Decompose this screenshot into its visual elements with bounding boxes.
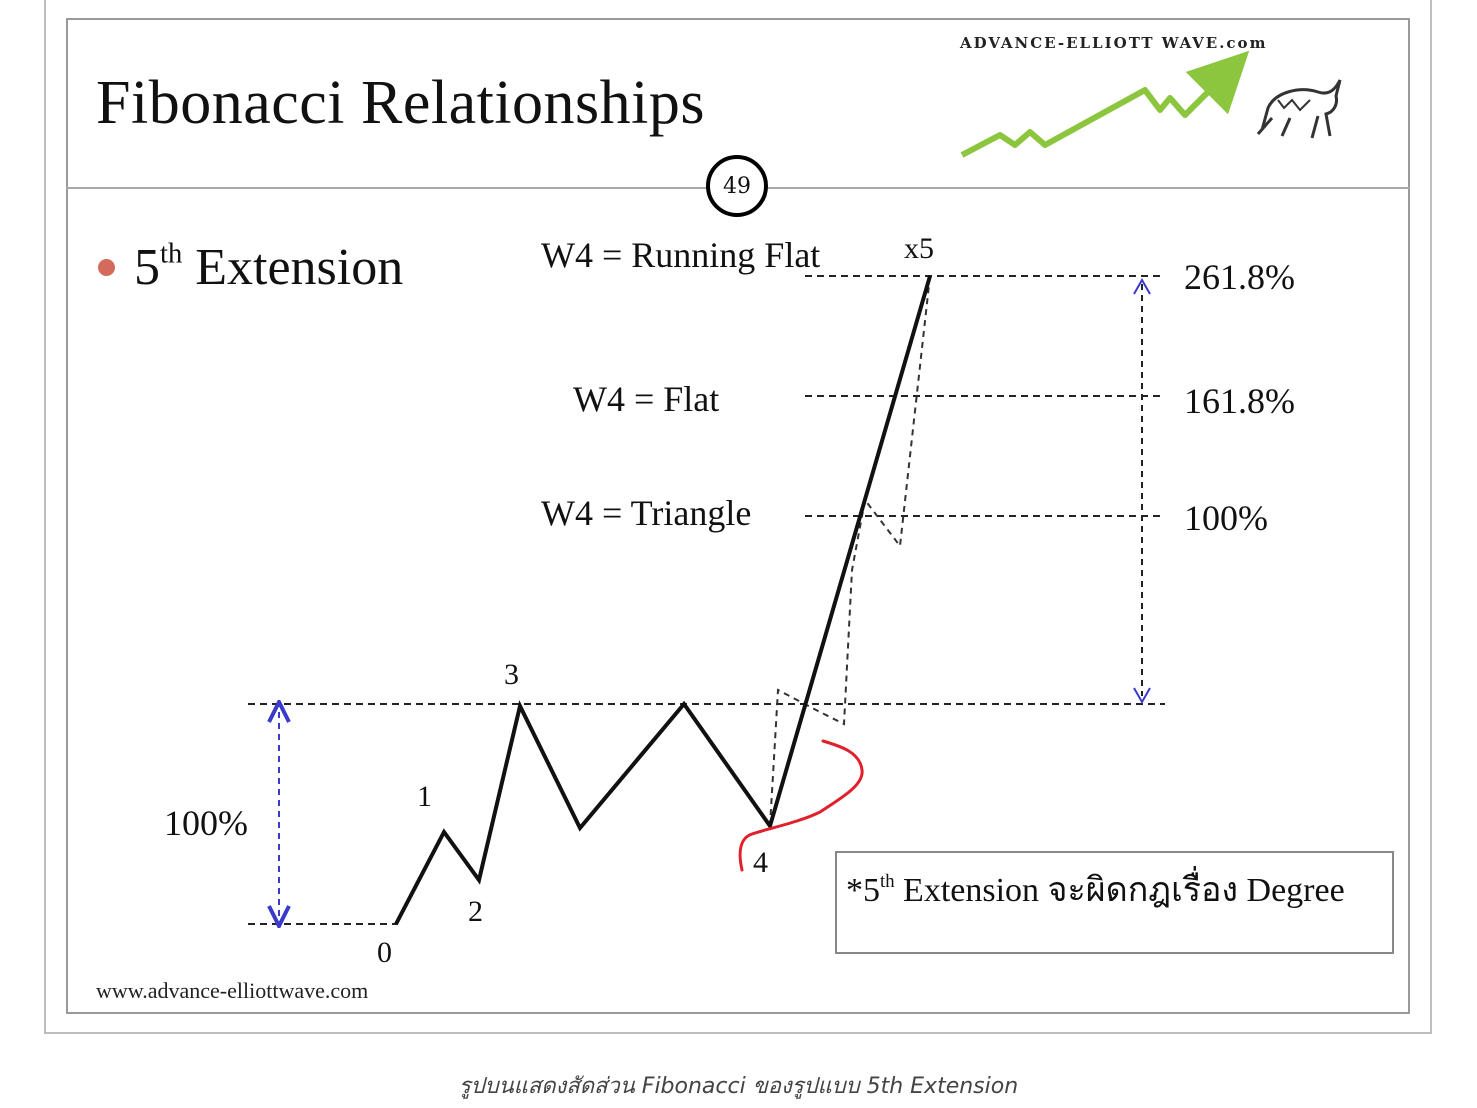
brand-logo-trend-line [960,50,1250,158]
bullet-heading-number: 5 [134,239,160,296]
bullet-heading: 5th Extension [134,238,403,297]
website-url: www.advance-elliottwave.com [96,978,369,1003]
label-1618-pct: 161.8% [1184,381,1295,421]
label-w4-flat: W4 = Flat [573,379,720,419]
bullet-heading-sup: th [160,238,183,270]
label-100-pct-left: 100% [164,803,248,843]
wave-label-4: 4 [753,846,768,879]
label-100-pct-right: 100% [1184,498,1268,538]
label-w4-triangle: W4 = Triangle [541,493,752,533]
note-body: Extension จะผิดกฎเรื่อง Degree [894,872,1345,909]
note-box [835,851,1394,954]
slide-title: Fibonacci Relationships [96,69,706,137]
wave-label-2: 2 [468,895,483,928]
wave-label-0: 0 [377,936,392,969]
bull-icon [1256,79,1342,139]
label-w4-running-flat: W4 = Running Flat [541,235,821,275]
page-number-badge: 49 [706,155,768,217]
wave-path [394,275,932,925]
alt-path-running-flat [769,275,931,827]
wave-label-3: 3 [504,658,519,691]
label-2618-pct: 261.8% [1184,257,1295,297]
note-text: *5th Extension จะผิดกฎเรื่อง Degree [846,862,1345,916]
bullet-heading-text: Extension [182,239,404,296]
outer-frame [44,0,1432,1034]
bullet-dot [98,259,115,276]
wave-label-x5: x5 [904,232,934,265]
note-sup: th [880,870,895,892]
note-prefix: *5 [846,872,880,909]
figure-caption: รูปบนแสดงสัดส่วน Fibonacci ของรูปแบบ 5th… [458,1074,1019,1099]
red-annotation-mark [738,739,864,872]
brand-name: ADVANCE-ELLIOTT WAVE.com [960,34,1268,52]
wave-label-1: 1 [417,780,432,813]
